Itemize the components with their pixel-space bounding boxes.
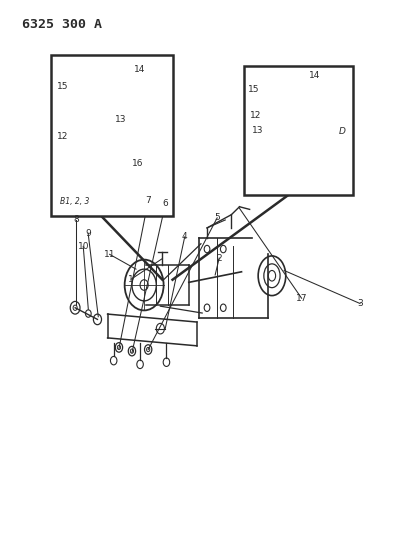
Text: 8: 8 <box>73 215 79 224</box>
Text: 13: 13 <box>115 115 126 124</box>
Text: 10: 10 <box>77 242 89 251</box>
Text: 7: 7 <box>145 197 151 205</box>
Text: 15: 15 <box>57 82 68 91</box>
Text: 2: 2 <box>216 254 222 263</box>
Text: D: D <box>338 127 345 136</box>
Text: 9: 9 <box>85 229 91 238</box>
Text: 12: 12 <box>249 111 261 120</box>
Bar <box>51 55 172 216</box>
Text: 6325 300 A: 6325 300 A <box>22 18 101 31</box>
Text: 17: 17 <box>295 294 307 303</box>
Bar <box>243 66 352 195</box>
Text: 15: 15 <box>247 85 258 94</box>
Text: B1, 2, 3: B1, 2, 3 <box>60 197 89 206</box>
Text: 12: 12 <box>57 132 68 141</box>
Text: 5: 5 <box>214 213 220 222</box>
Text: 14: 14 <box>134 65 145 74</box>
Text: 13: 13 <box>251 126 263 134</box>
Text: 11: 11 <box>103 250 115 259</box>
Text: 1: 1 <box>128 274 134 284</box>
Text: 3: 3 <box>356 299 362 308</box>
Text: 16: 16 <box>132 159 143 168</box>
Text: 4: 4 <box>182 232 187 241</box>
Text: 14: 14 <box>308 70 319 79</box>
Text: 6: 6 <box>162 198 168 207</box>
